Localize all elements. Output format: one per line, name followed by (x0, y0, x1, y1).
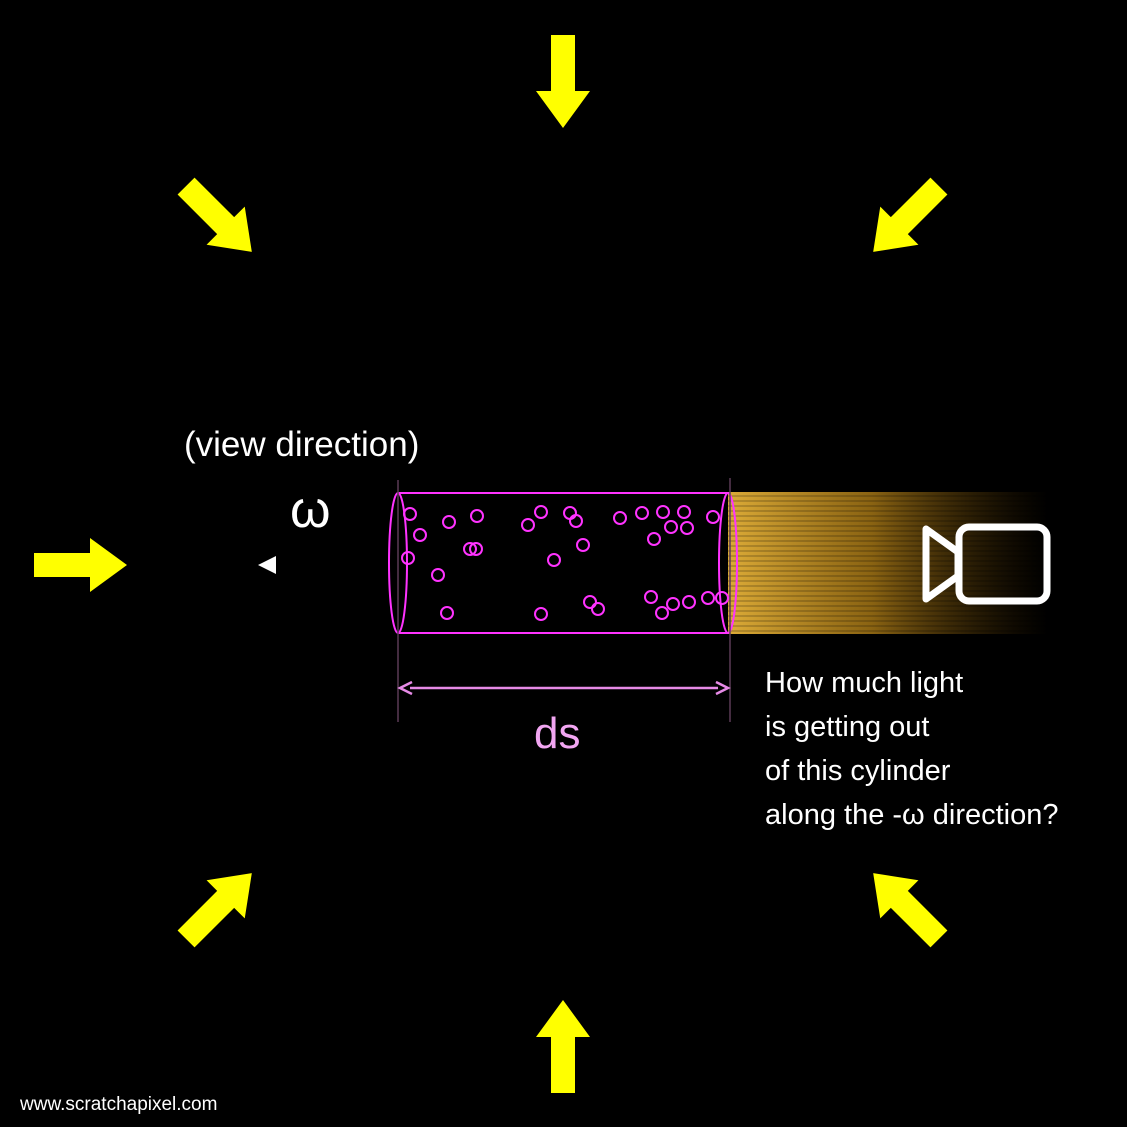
question-line: is getting out (765, 711, 929, 743)
particle (656, 505, 670, 519)
particle (664, 520, 678, 534)
particle (431, 568, 445, 582)
particle (469, 542, 483, 556)
ds-measure (397, 478, 731, 722)
particle (403, 507, 417, 521)
particle (440, 606, 454, 620)
particle (591, 602, 605, 616)
particle (470, 509, 484, 523)
particle (706, 510, 720, 524)
particle (534, 607, 548, 621)
particle (463, 542, 477, 556)
particle (680, 521, 694, 535)
particle (576, 538, 590, 552)
particle (583, 595, 597, 609)
particle (442, 515, 456, 529)
view-ray (258, 556, 845, 574)
question-text: How much light is getting out of this cy… (765, 667, 1058, 831)
question-line: of this cylinder (765, 755, 951, 787)
camera-icon (922, 523, 1051, 605)
particle (666, 597, 680, 611)
particle (677, 505, 691, 519)
particle (715, 591, 729, 605)
ds-label: ds (534, 709, 580, 758)
particle (613, 511, 627, 525)
particle (647, 532, 661, 546)
light-glow (728, 492, 1048, 634)
particle (682, 595, 696, 609)
particle (655, 606, 669, 620)
particle (569, 514, 583, 528)
view-direction-label: (view direction) (184, 425, 419, 464)
question-line: along the -ω direction? (765, 799, 1058, 831)
particle (534, 505, 548, 519)
particle (701, 591, 715, 605)
particle (635, 506, 649, 520)
particle (413, 528, 427, 542)
particle (644, 590, 658, 604)
watermark: www.scratchapixel.com (19, 1094, 217, 1115)
omega-label: ω (290, 481, 331, 539)
question-line: How much light (765, 667, 963, 699)
particle (521, 518, 535, 532)
particles (401, 505, 729, 621)
